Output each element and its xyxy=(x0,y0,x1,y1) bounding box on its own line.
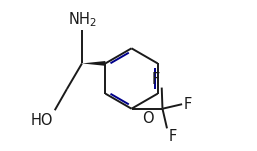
Text: F: F xyxy=(152,72,160,87)
Text: HO: HO xyxy=(31,113,53,128)
Polygon shape xyxy=(82,61,105,66)
Text: F: F xyxy=(183,97,192,112)
Text: NH$_2$: NH$_2$ xyxy=(68,11,97,29)
Text: O: O xyxy=(142,111,154,126)
Text: F: F xyxy=(169,129,177,144)
